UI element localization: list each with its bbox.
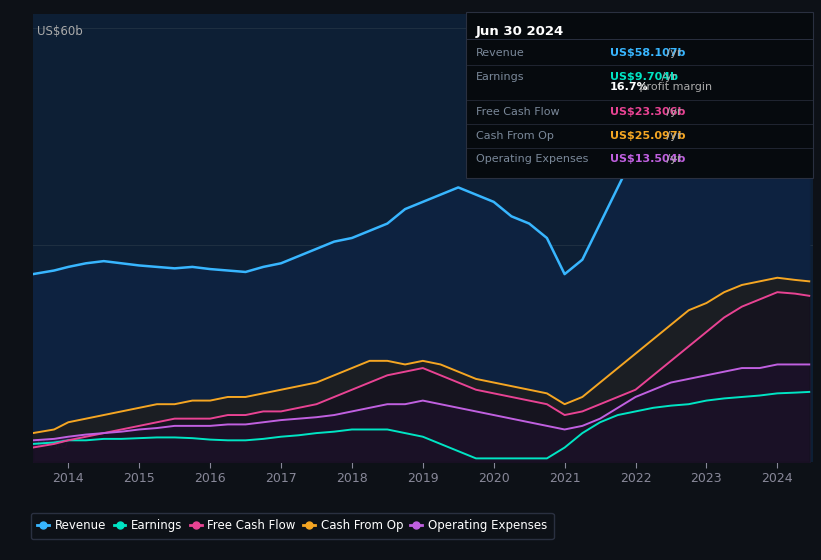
Text: US$58.107b: US$58.107b xyxy=(610,48,686,58)
Text: 16.7%: 16.7% xyxy=(610,82,649,92)
Text: Earnings: Earnings xyxy=(476,72,525,82)
Text: US$0: US$0 xyxy=(37,438,67,451)
Text: Revenue: Revenue xyxy=(476,48,525,58)
Legend: Revenue, Earnings, Free Cash Flow, Cash From Op, Operating Expenses: Revenue, Earnings, Free Cash Flow, Cash … xyxy=(31,513,553,539)
Text: /yr: /yr xyxy=(663,48,682,58)
Text: US$60b: US$60b xyxy=(37,25,82,38)
Text: Free Cash Flow: Free Cash Flow xyxy=(476,107,560,117)
Text: /yr: /yr xyxy=(663,130,682,141)
Text: Jun 30 2024: Jun 30 2024 xyxy=(476,25,564,38)
Text: US$23.306b: US$23.306b xyxy=(610,107,686,117)
Text: /yr: /yr xyxy=(663,155,682,164)
Text: US$25.097b: US$25.097b xyxy=(610,130,686,141)
Text: /yr: /yr xyxy=(658,72,677,82)
Text: US$13.504b: US$13.504b xyxy=(610,155,686,164)
Text: Operating Expenses: Operating Expenses xyxy=(476,155,589,164)
Text: Cash From Op: Cash From Op xyxy=(476,130,554,141)
Text: /yr: /yr xyxy=(663,107,682,117)
Text: profit margin: profit margin xyxy=(636,82,713,92)
Text: US$9.704b: US$9.704b xyxy=(610,72,678,82)
